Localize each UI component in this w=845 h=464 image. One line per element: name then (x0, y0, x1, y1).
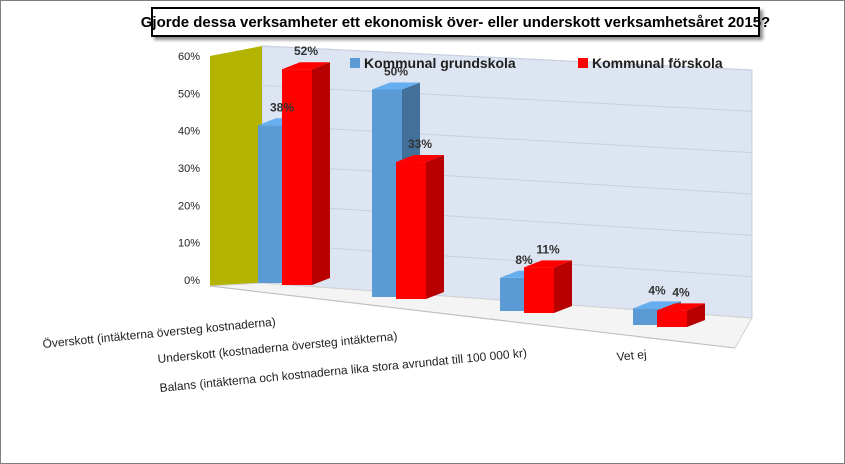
bar-side (426, 155, 444, 299)
bar-forskola (396, 155, 444, 299)
legend-label: Kommunal förskola (592, 55, 723, 71)
data-label: 11% (536, 242, 560, 256)
legend: Kommunal grundskola Kommunal förskola (350, 55, 723, 71)
gridlines (261, 45, 753, 278)
bar-side (554, 260, 572, 313)
bar-forskola (524, 260, 572, 313)
bar-front (282, 69, 312, 285)
gridline (261, 243, 753, 278)
y-axis-ticks: 0% 10% 20% 30% 40% 50% 60% (178, 51, 200, 287)
data-label: 4% (648, 283, 666, 297)
gridline (261, 85, 753, 112)
bar-forskola (657, 303, 705, 327)
legend-swatch (578, 58, 588, 68)
y-tick-label: 10% (178, 238, 200, 250)
data-label: 8% (515, 253, 533, 267)
y-tick-label: 60% (178, 51, 200, 63)
bar-top (396, 155, 444, 163)
gridline (261, 203, 753, 236)
data-label: 52% (294, 44, 318, 58)
bar-top (657, 303, 705, 311)
side-wall (210, 46, 262, 286)
bars (258, 62, 705, 327)
bar-front (396, 162, 426, 299)
legend-item: Kommunal förskola (578, 55, 723, 71)
x-category-label: Vet ej (616, 347, 647, 364)
legend-label: Kommunal grundskola (364, 55, 516, 71)
bar-top (633, 301, 681, 309)
bar-top (524, 260, 572, 268)
y-tick-label: 0% (184, 275, 200, 287)
data-label: 50% (384, 65, 408, 79)
floor-edge (209, 285, 736, 349)
data-label: 33% (408, 137, 432, 151)
bar-front (657, 310, 687, 327)
y-tick-label: 30% (178, 163, 200, 175)
chart-title: Gjorde dessa verksamheter ett ekonomisk … (141, 7, 770, 37)
bar-top (282, 62, 330, 70)
bar-front (524, 267, 554, 313)
legend-swatch (350, 58, 360, 68)
gridline (261, 164, 753, 195)
bar-forskola (282, 62, 330, 286)
bar-front (633, 308, 663, 325)
data-label: 38% (270, 100, 294, 114)
data-label: 4% (672, 285, 690, 299)
legend-item: Kommunal grundskola (350, 55, 516, 71)
y-tick-label: 20% (178, 200, 200, 212)
bar-top (372, 82, 420, 90)
bar-side (312, 62, 330, 286)
y-tick-label: 50% (178, 88, 200, 100)
gridline (261, 45, 753, 71)
bar-side (687, 303, 705, 327)
y-tick-label: 40% (178, 126, 200, 138)
data-labels: 38% 52% 50% 33% 8%11% 4% 4% (270, 44, 690, 299)
gridline (261, 124, 753, 154)
